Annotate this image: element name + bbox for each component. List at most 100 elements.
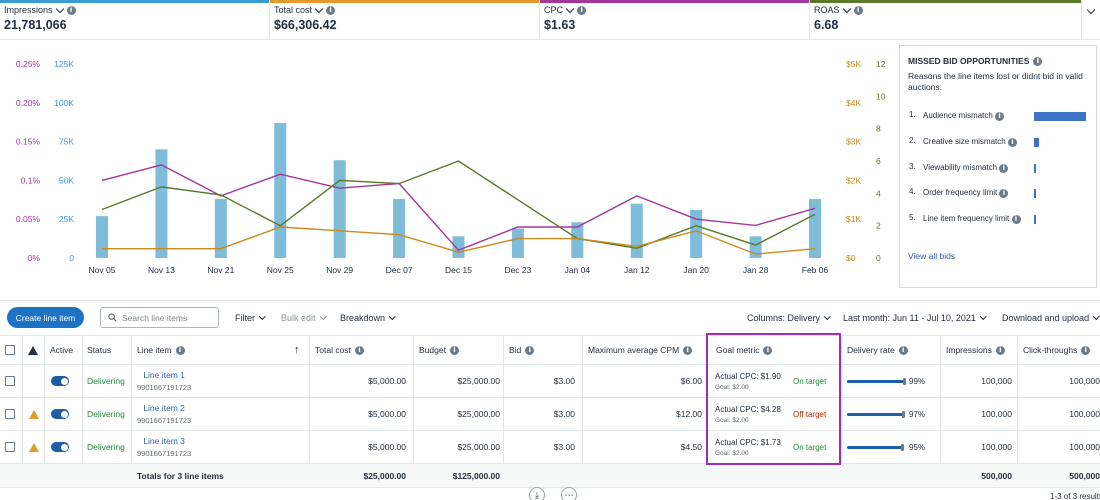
search-icon (108, 313, 117, 322)
active-toggle[interactable] (51, 442, 69, 452)
axis-tick-label: 0 (876, 253, 881, 263)
axis-tick-label: 0.20% (16, 98, 41, 108)
pagination-summary: 1-3 of 3 results (1050, 492, 1100, 500)
breakdown-dropdown[interactable]: Breakdown (340, 313, 396, 323)
breakdown-label: Breakdown (340, 313, 386, 323)
metric-color-bar (270, 0, 539, 3)
chevron-down-icon[interactable] (842, 4, 851, 13)
click-throughs-value: 100,000 (1069, 442, 1100, 452)
header-budget[interactable]: Budget i (419, 336, 459, 364)
columns-dropdown[interactable]: Columns: Delivery (747, 313, 831, 323)
axis-tick-label: $0 (846, 253, 856, 263)
metrics-bar: Impressions i 21,781,066 Total cost i $66,… (0, 0, 1100, 40)
x-tick-label: Nov 05 (89, 265, 116, 275)
date-range-dropdown[interactable]: Last month: Jun 11 - Jul 10, 2021 (843, 313, 987, 323)
header-bid[interactable]: Bid i (509, 336, 535, 364)
expand-metrics-chevron-icon[interactable] (1086, 5, 1096, 15)
line-item-link[interactable]: Line item 3 (143, 436, 185, 446)
download-upload-dropdown[interactable]: Download and upload (1002, 313, 1100, 323)
axis-tick-label: $1K (846, 214, 861, 224)
goal-status-badge: On target (793, 442, 827, 452)
line-item-link[interactable]: Line item 2 (143, 403, 185, 413)
bulk-edit-dropdown[interactable]: Bulk edit (281, 313, 326, 323)
max-cpm-value: $6.00 (680, 376, 702, 386)
goal-actual: Actual CPC: $1.90 (715, 371, 781, 381)
row-checkbox[interactable] (5, 376, 15, 386)
search-input[interactable] (122, 312, 217, 323)
metric-cpc[interactable]: CPC i $1.63 (540, 0, 810, 40)
info-icon[interactable]: i (853, 5, 863, 15)
impressions-bar (96, 216, 108, 258)
warning-icon[interactable] (29, 442, 39, 452)
impressions-bar (214, 199, 227, 258)
table-toolbar: Create line item Filter Bulk edit Breakd… (0, 300, 1100, 335)
info-icon[interactable]: i (995, 112, 1005, 121)
info-icon[interactable]: i (449, 345, 459, 355)
view-all-bids-link[interactable]: View all bids (908, 251, 956, 261)
table-row[interactable]: Delivering Line item 2 9901667191723 $5,0… (0, 398, 1100, 431)
info-icon[interactable]: i (525, 345, 535, 355)
info-icon[interactable]: i (66, 5, 76, 15)
info-icon[interactable]: i (1081, 345, 1091, 355)
sort-ascending-icon[interactable]: ↑ (294, 344, 300, 356)
header-impressions[interactable]: Impressions i (946, 336, 1005, 364)
info-icon[interactable]: i (354, 345, 364, 355)
line-item-link[interactable]: Line item 1 (143, 370, 185, 380)
bid-value: $3.00 (553, 409, 575, 419)
metric-total-cost[interactable]: Total cost i $66,306.42 (270, 0, 540, 40)
info-icon[interactable]: i (898, 345, 908, 355)
goal-target: Goal: $2.00 (715, 416, 749, 424)
active-toggle[interactable] (51, 376, 69, 386)
info-icon[interactable]: i (995, 345, 1005, 355)
more-options-icon[interactable]: ⋯ (561, 487, 577, 500)
panel-title: Missed bid opportunities (908, 56, 1030, 66)
missed-bid-opportunities-panel: Missed bid opportunities i Reasons the li… (899, 45, 1097, 288)
reason-number: 4. (909, 187, 916, 196)
row-checkbox[interactable] (5, 409, 15, 419)
info-icon[interactable]: i (999, 164, 1009, 173)
chevron-down-icon[interactable] (55, 4, 64, 13)
metric-roas[interactable]: ROAS i 6.68 (810, 0, 1082, 40)
reason-number: 3. (909, 162, 916, 171)
columns-label: Columns: Delivery (747, 313, 821, 323)
warning-icon[interactable] (29, 409, 39, 419)
header-status[interactable]: Status (87, 345, 112, 355)
header-line-item[interactable]: Line item i (137, 336, 185, 364)
goal-target: Goal: $2.00 (715, 383, 749, 391)
info-icon[interactable]: i (175, 345, 185, 355)
info-icon[interactable]: i (1007, 138, 1017, 147)
info-icon[interactable]: i (1011, 215, 1021, 224)
info-icon[interactable]: i (577, 5, 587, 15)
select-all-checkbox[interactable] (5, 345, 15, 355)
row-checkbox[interactable] (5, 442, 15, 452)
info-icon[interactable]: i (763, 345, 773, 355)
chevron-down-icon (259, 313, 266, 320)
filter-dropdown[interactable]: Filter (235, 313, 266, 323)
info-icon[interactable]: i (683, 345, 693, 355)
header-click-throughs[interactable]: Click-throughs i (1023, 336, 1091, 364)
chevron-down-icon[interactable] (565, 4, 575, 13)
header-max-cpm[interactable]: Maximum average CPM i (588, 336, 693, 364)
budget-value: $25,000.00 (457, 442, 500, 452)
metric-impressions[interactable]: Impressions i 21,781,066 (0, 0, 270, 40)
active-toggle[interactable] (51, 409, 69, 419)
info-icon[interactable]: i (1033, 56, 1043, 66)
reason-label: Order frequency limit (923, 188, 998, 197)
info-icon[interactable]: i (999, 189, 1009, 198)
totals-row: Totals for 3 line items $25,000.00 $125,… (0, 464, 1100, 488)
create-line-item-button[interactable]: Create line item (7, 307, 84, 328)
x-tick-label: Jan 12 (624, 265, 650, 275)
search-box[interactable] (100, 307, 219, 328)
table-row[interactable]: Delivering Line item 3 9901667191723 $5,0… (0, 431, 1100, 464)
info-icon[interactable]: i (326, 5, 336, 15)
header-delivery-rate[interactable]: Delivery rate i (847, 336, 908, 364)
chevron-down-icon[interactable] (314, 4, 324, 13)
header-total-cost[interactable]: Total cost i (315, 336, 364, 364)
click-throughs-value: 100,000 (1069, 409, 1100, 419)
axis-tick-label: 0.15% (16, 137, 41, 147)
header-goal-metric[interactable]: Goal metric i (716, 336, 773, 364)
reason-number: 2. (909, 136, 916, 145)
table-row[interactable]: Delivering Line item 1 9901667191723 $5,0… (0, 365, 1100, 398)
header-active[interactable]: Active (50, 345, 74, 355)
download-icon[interactable]: ⤓ (529, 487, 545, 500)
